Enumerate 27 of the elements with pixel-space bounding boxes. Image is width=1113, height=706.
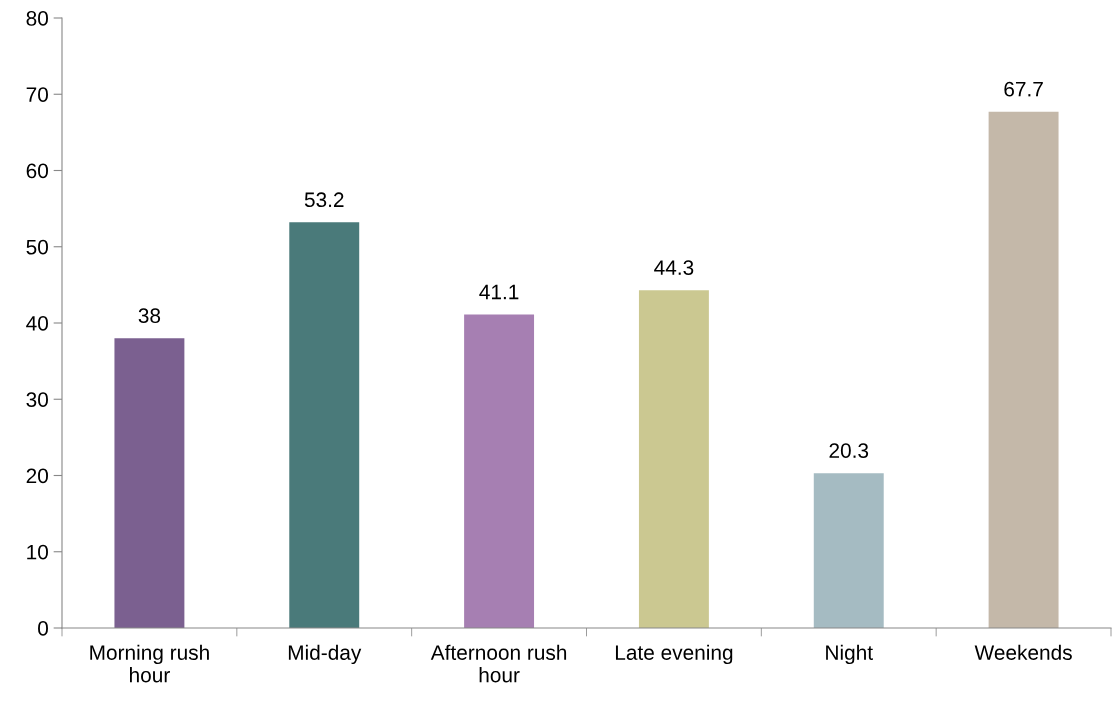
x-tick-label: Late evening <box>615 644 733 665</box>
x-tick-label: Weekends <box>974 644 1072 660</box>
y-tick-label: 60 <box>26 163 48 179</box>
y-tick-label: 20 <box>26 468 48 484</box>
x-tick-label: Mid-day <box>288 644 362 665</box>
bar <box>813 473 884 628</box>
data-label: 67.7 <box>1004 81 1043 97</box>
x-tick-label: Morning rush hour <box>90 644 209 683</box>
y-tick-label: 80 <box>26 11 48 26</box>
x-tick-label: Afternoon rush hour <box>430 644 567 683</box>
bar <box>464 314 535 628</box>
x-tick-label: Night <box>826 644 873 665</box>
data-label: 41.1 <box>479 284 519 300</box>
y-tick-label: 40 <box>26 316 48 331</box>
y-tick-label: 70 <box>26 87 48 102</box>
y-tick-label: 0 <box>38 621 48 636</box>
y-tick-label: 30 <box>26 392 48 407</box>
y-tick-label: 50 <box>26 239 48 255</box>
y-tick-label: 10 <box>27 544 48 560</box>
bar <box>114 338 185 628</box>
data-label: 44.3 <box>654 260 694 275</box>
bar <box>289 222 360 628</box>
data-label: 38 <box>138 308 161 324</box>
data-label: 20.3 <box>829 443 869 458</box>
data-label: 53.2 <box>304 192 344 208</box>
bar <box>638 290 709 628</box>
bar <box>988 111 1059 628</box>
